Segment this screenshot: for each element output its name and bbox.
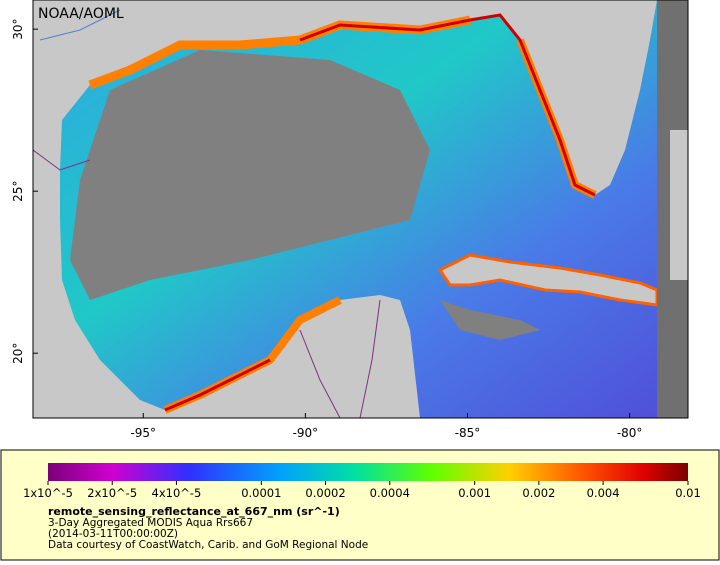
no-data-area: [70, 50, 430, 300]
colorbar-label: 0.0004: [370, 486, 410, 500]
colorbar-label: 4x10^-5: [152, 486, 202, 500]
coastal-edge: [164, 358, 271, 412]
map-frame: [32, 0, 689, 419]
x-tick-label: -80°: [617, 426, 643, 440]
x-tick-label: -95°: [130, 426, 156, 440]
colorbar-label: 2x10^-5: [87, 486, 137, 500]
border: [299, 329, 341, 418]
axes: -95° -90° -85° -80° 20° 25° 30°: [11, 19, 642, 440]
border: [359, 299, 381, 418]
y-tick-label: 25°: [11, 181, 25, 202]
caption-title: remote_sensing_reflectance_at_667_nm (sr…: [48, 505, 340, 518]
colorbar-label: 1x10^-5: [23, 486, 73, 500]
colorbar-label: 0.001: [458, 486, 491, 500]
colorbar-label: 0.0001: [241, 486, 281, 500]
y-tick-label: 30°: [11, 19, 25, 40]
caption-line: (2014-03-11T00:00:00Z): [48, 528, 178, 540]
colorbar-label: 0.004: [587, 486, 620, 500]
map-area: [33, 0, 688, 418]
border: [33, 149, 91, 171]
no-data-area: [440, 300, 540, 340]
caption-line: Data courtesy of CoastWatch, Carib. and …: [48, 539, 368, 551]
y-tick-label: 20°: [11, 343, 25, 364]
coastal-edge: [299, 13, 596, 197]
land: [670, 130, 688, 280]
credit: NOAA/AOML: [38, 6, 124, 22]
colorbar-ticks: 1x10^-5 2x10^-5 4x10^-5 0.0001 0.0002 0.0004 0…: [23, 481, 701, 500]
colorbar-label: 0.01: [675, 486, 701, 500]
river: [39, 9, 121, 41]
x-tick-label: -90°: [293, 426, 319, 440]
caption-line: 3-Day Aggregated MODIS Aqua Rrs667: [48, 517, 253, 529]
colorbar: [48, 463, 688, 481]
colorbar-label: 0.0002: [305, 486, 345, 500]
x-tick-label: -85°: [455, 426, 481, 440]
colorbar-label: 0.002: [522, 486, 555, 500]
